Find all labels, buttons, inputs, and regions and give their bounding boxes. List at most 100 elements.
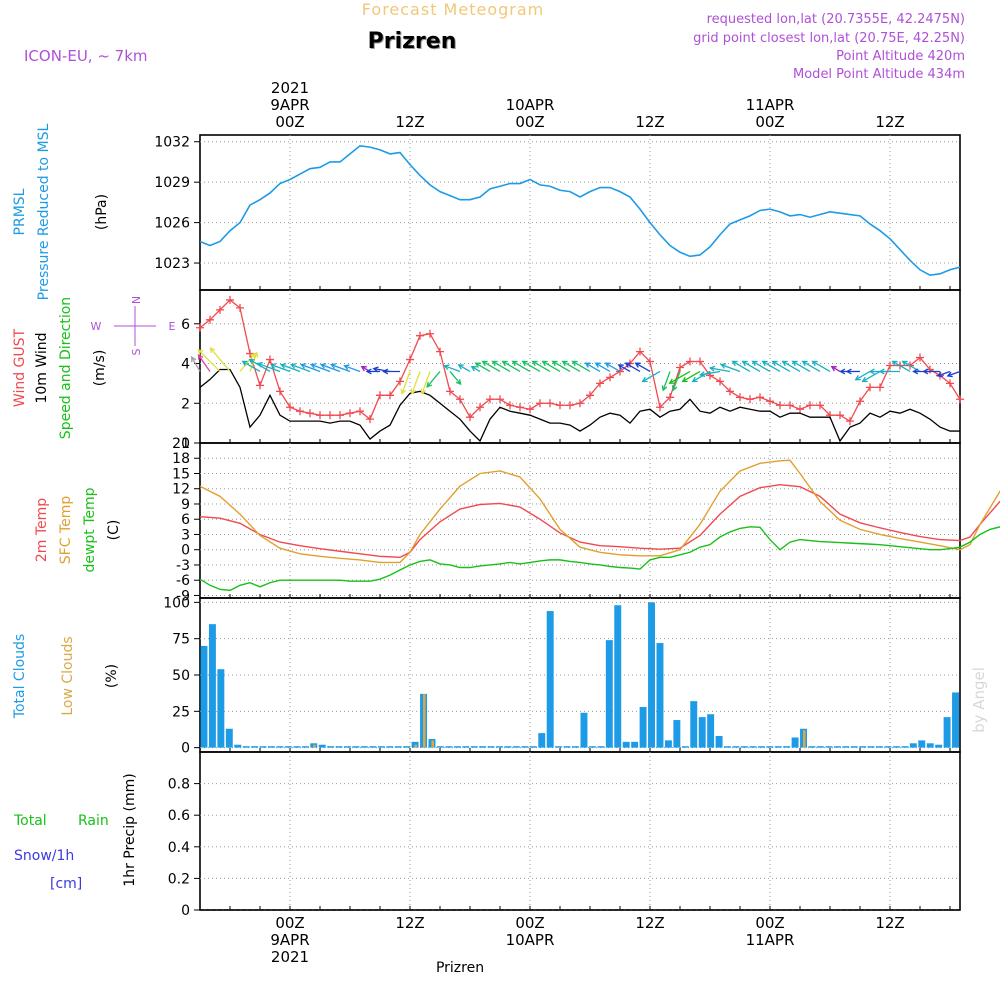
gust-marker [276, 387, 284, 396]
wind-vector-shaft [320, 364, 341, 373]
y-tick-label: 50 [172, 668, 190, 684]
gust-marker [576, 399, 584, 408]
wind-vector-shaft [300, 364, 321, 373]
y-tick-label: 1026 [154, 216, 190, 232]
total-cloud-bar [774, 746, 782, 748]
wind-vector-shaft [772, 360, 791, 373]
wind-vector [481, 360, 501, 373]
wind-labels: Wind GUST 10m Wind Speed and Direction (… [12, 297, 108, 439]
bottom-time-label: 12Z [635, 914, 664, 932]
wind-vector-shaft [532, 360, 551, 373]
requested-point: requested lon,lat (20.7355E, 42.2475N) [707, 12, 965, 27]
temp-unit: (C) [106, 520, 122, 541]
wind-vector-shaft [700, 370, 721, 376]
wind-vector [751, 360, 771, 373]
gust-marker [476, 403, 484, 412]
wind-vector-head [634, 362, 641, 368]
wind-vector-shaft [572, 360, 591, 373]
total-cloud-bar [555, 746, 563, 748]
wind-vector [443, 364, 461, 373]
wind-vector [661, 371, 671, 392]
y-tick-label: 25 [172, 704, 190, 720]
total-cloud-bar [369, 746, 377, 748]
wind-vector-head [420, 388, 427, 395]
y-tick-label: 0 [181, 903, 190, 919]
wind-vector-shaft [475, 362, 491, 373]
wind-vector [449, 371, 462, 386]
wind-vector-head [299, 363, 307, 369]
total-cloud-bar [614, 605, 622, 748]
wind-vector-shaft [662, 371, 671, 391]
total-cloud-bar [217, 669, 225, 748]
gust-marker [776, 401, 784, 410]
gust-marker [736, 393, 744, 402]
y-tick-label: 21 [172, 436, 190, 452]
wind-vector-head [830, 366, 837, 372]
total-cloud-bar [698, 717, 706, 748]
gust-marker [496, 395, 504, 404]
gust-marker [206, 315, 214, 324]
panel-frame [199, 442, 961, 599]
wind-vector-head [248, 359, 255, 365]
gust-marker [236, 303, 244, 312]
total-cloud-bar [301, 746, 309, 748]
y-tick-label: 0.4 [168, 840, 190, 856]
wind-vector-head [731, 360, 738, 367]
wind-vector-shaft [618, 364, 631, 373]
wind-vector [470, 366, 481, 373]
wind-vector [668, 370, 691, 384]
gust-marker [796, 405, 804, 414]
wind-vector-shaft [290, 364, 311, 373]
total-cloud-bar [268, 746, 275, 748]
total-cloud-bar [200, 645, 208, 748]
gust-marker [506, 401, 514, 410]
compass-w: W [91, 320, 102, 333]
wind-vector [861, 370, 881, 383]
wind-vector-head [491, 360, 498, 367]
total-cloud-bar [690, 701, 698, 748]
low-cloud-bar [803, 730, 806, 748]
gust-marker [886, 361, 894, 370]
total-cloud-bar [479, 746, 487, 748]
total-cloud-bar [538, 733, 546, 748]
gust-marker [516, 403, 524, 412]
total-cloud-bar [344, 746, 351, 748]
total-cloud-bar [597, 746, 605, 748]
total-cloud-bar [952, 692, 959, 748]
wind-vector [731, 360, 751, 373]
y-tick-label: 75 [172, 632, 190, 648]
precip-labels: Total Rain Snow/1h [cm] 1hr Precip (mm) [13, 773, 138, 892]
total-cloud-bar [605, 640, 613, 748]
gust-marker [836, 411, 844, 420]
total-cloud-bar [825, 746, 833, 748]
wind-vector-shaft [642, 370, 661, 383]
wind-vector-shaft [625, 362, 641, 373]
wind-vector-shaft [782, 360, 801, 373]
wind-vector-shaft [197, 354, 211, 372]
model-altitude: Model Point Altitude 434m [793, 67, 965, 82]
temp-sfc-line [199, 459, 1000, 564]
wind-vector-shaft [444, 365, 461, 373]
total-cloud-bar [724, 746, 731, 748]
wind-vector [197, 348, 221, 372]
wind-vector [584, 362, 601, 373]
gust-marker [256, 381, 264, 390]
wind-vector [256, 362, 281, 373]
panel-pressure: 1023 1026 1029 1032 [154, 134, 961, 291]
wind-vector [329, 363, 351, 373]
top-time-label: 9APR [270, 96, 309, 114]
gust-marker [666, 393, 674, 402]
wind-vector-shaft [862, 370, 881, 383]
wind-vector-head [681, 376, 688, 383]
gust-marker [686, 357, 694, 366]
total-cloud-bar [546, 611, 554, 748]
wind-vector-shaft [802, 360, 821, 373]
total-cloud-bar [563, 746, 571, 748]
total-cloud-bar [276, 746, 284, 748]
gust-marker [376, 391, 384, 400]
gust-marker [866, 383, 874, 392]
pressure-label-msl: Pressure Reduced to MSL [36, 123, 52, 300]
total-cloud-bar [876, 746, 883, 748]
total-cloud-bar [208, 624, 216, 748]
wind-vector-head [791, 360, 798, 367]
